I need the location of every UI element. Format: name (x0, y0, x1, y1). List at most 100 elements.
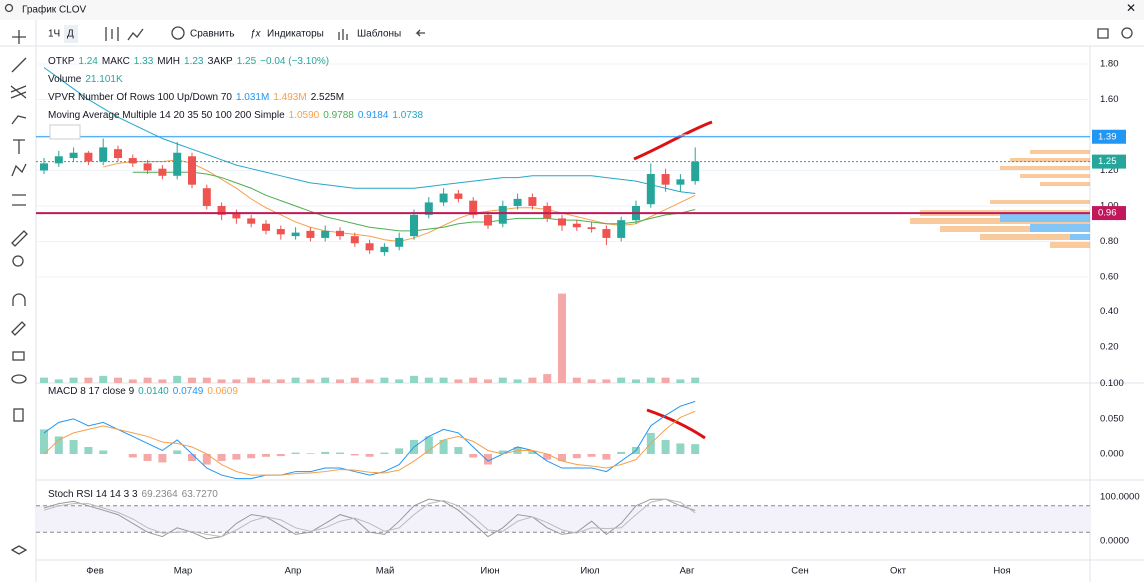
brush-tool[interactable] (11, 115, 27, 125)
candle-body (395, 237, 404, 247)
macd-histogram-bar (469, 453, 478, 458)
legend-row: VPVR Number Of Rows 100 Up/Down 70 1.031M… (48, 92, 344, 103)
volume-bar (321, 377, 330, 383)
legend-row: MACD 8 17 close 9 0.0140 0.0749 0.0609 (48, 386, 238, 397)
window-title: График CLOV (22, 4, 87, 16)
candle-body (217, 205, 226, 215)
y-tick-label: 0.20 (1100, 342, 1119, 353)
x-tick-label: Июн (480, 566, 499, 577)
legend-text: 1.24 (78, 56, 98, 67)
volume-bar (661, 377, 670, 383)
search-icon[interactable] (4, 3, 14, 13)
x-tick-label: Сен (791, 566, 808, 577)
legend-text: 69.2364 (142, 489, 179, 500)
volume-bar (676, 379, 685, 383)
templates-button[interactable]: Шаблоны (357, 28, 401, 40)
zoom-tool[interactable] (12, 255, 24, 267)
legend-text: Moving Average Multiple 14 20 35 50 100 … (48, 110, 285, 121)
macd-histogram-bar (484, 453, 492, 465)
macd-histogram-bar (291, 452, 300, 454)
magnet-tool[interactable] (12, 293, 26, 306)
indicators-button[interactable]: Индикаторы (267, 29, 324, 40)
ruler-tool[interactable] (11, 230, 28, 247)
macd-histogram-bar (321, 451, 330, 454)
macd-histogram-bar (454, 446, 463, 454)
candle-body (646, 174, 655, 205)
macd-histogram-bar (202, 453, 211, 465)
macd-histogram-bar (188, 453, 196, 462)
object-tree[interactable] (10, 545, 28, 555)
legend-row: ОТКР 1.24 МАКС 1.33 МИН 1.23 ЗАКР 1.25 −0.04 (−3… (48, 56, 329, 67)
lock-tool[interactable] (12, 351, 25, 361)
close-button[interactable]: ✕ (1126, 1, 1136, 15)
chart-style-button[interactable]: Д (67, 29, 74, 40)
x-tick-label: Ноя (993, 566, 1010, 577)
compare-button[interactable]: Сравнить (190, 29, 235, 40)
indicators-icon[interactable]: ƒx (250, 29, 262, 40)
y-tick-label: 0.0000 (1100, 536, 1129, 547)
candle-body (410, 214, 418, 237)
legend-text: 0.9788 (323, 110, 354, 121)
x-tick-label: Май (376, 566, 395, 577)
interval-button[interactable]: 1Ч (48, 29, 60, 40)
crosshair-tool[interactable] (12, 30, 26, 44)
trendline-tool[interactable] (11, 57, 27, 73)
snapshot-button[interactable] (1097, 28, 1109, 39)
volume-bar (587, 379, 596, 383)
compare-icon[interactable] (171, 26, 185, 40)
candles-icon[interactable] (105, 27, 119, 41)
drawing-mode[interactable] (11, 321, 26, 336)
profile-bars (910, 150, 1090, 248)
candle-body (306, 230, 315, 238)
macd-histogram-bar (661, 439, 670, 454)
settings-button[interactable] (1121, 27, 1133, 39)
macd-histogram-bar (395, 448, 404, 454)
legend-text: 1.33 (134, 56, 154, 67)
candle-body (128, 158, 137, 164)
legend-row: Volume 21.101K (48, 74, 123, 85)
pattern-tool[interactable] (11, 163, 27, 177)
volume-bar (247, 377, 256, 383)
macd-histogram-bar (247, 453, 256, 459)
candle-body (114, 149, 122, 159)
delete-tool[interactable] (13, 408, 24, 422)
volume-bar (232, 379, 241, 383)
volume-bar (617, 377, 626, 383)
candle-body (528, 197, 537, 206)
legend-text: ОТКР (48, 56, 75, 67)
volume-bar (350, 377, 359, 383)
candle-body (202, 188, 211, 206)
visibility-tool[interactable] (11, 374, 27, 384)
macd-histogram-bar (276, 453, 285, 457)
macd-histogram-bar (380, 452, 389, 454)
candle-body (424, 202, 433, 215)
macd-histogram-bar (558, 453, 566, 462)
text-tool[interactable] (13, 139, 25, 154)
volume-bar (143, 377, 152, 383)
x-tick-label: Июл (580, 566, 599, 577)
stoch-d-line (43, 498, 696, 538)
templates-icon[interactable] (338, 29, 348, 40)
undo-button[interactable] (415, 29, 425, 37)
moving-average (43, 67, 696, 195)
legend-text: 0.0609 (207, 386, 238, 397)
legend-text: −0.04 (−3.10%) (260, 56, 329, 67)
volume-bar (572, 377, 581, 383)
volume-bar (306, 379, 315, 383)
legend-text: 1.493M (273, 92, 306, 103)
level-label-bg (1092, 154, 1126, 169)
volume-bar (188, 377, 196, 383)
area-icon[interactable] (127, 28, 144, 41)
legend-text: 1.0738 (392, 110, 423, 121)
volume-bar (646, 377, 655, 383)
collapse-legend[interactable] (49, 124, 81, 140)
macd-histogram-bar (40, 429, 48, 454)
candle-body (143, 163, 152, 171)
legend-row: Stoch RSI 14 14 3 3 69.2364 63.7270 (48, 489, 218, 500)
macd-histogram-bar (528, 450, 537, 454)
candle-body (54, 156, 63, 164)
prediction-tool[interactable] (12, 194, 26, 206)
candle-body (454, 193, 463, 199)
style-bg (64, 25, 78, 43)
fib-tool[interactable] (10, 85, 27, 99)
